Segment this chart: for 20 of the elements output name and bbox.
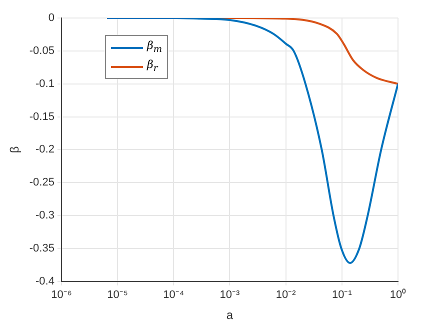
x-tick-label: 10⁻⁴ xyxy=(163,289,184,302)
y-tick-label: -0.3 xyxy=(36,210,54,222)
x-tick-label: 10⁻⁶ xyxy=(51,289,72,302)
y-tick-label: -0.05 xyxy=(29,44,54,57)
x-tick-label: 10⁻² xyxy=(276,289,296,302)
y-tick-label: -0.15 xyxy=(29,110,54,123)
y-tick-label: -0.25 xyxy=(29,176,54,189)
legend-label: β$_{m}$ xyxy=(147,38,162,58)
x-tick-label: 10⁻³ xyxy=(220,289,240,302)
y-tick-label: -0.2 xyxy=(36,144,54,156)
x-tick-label: 10⁰ xyxy=(390,288,406,302)
y-axis-title: β xyxy=(8,146,22,154)
y-tick-label: -0.35 xyxy=(29,242,54,255)
x-tick-label: 10⁻⁵ xyxy=(107,289,128,302)
y-tick-label: -0.1 xyxy=(36,78,54,90)
x-axis-title: a xyxy=(226,308,234,322)
y-tick-label: -0.4 xyxy=(36,275,54,288)
y-tick-label: 0 xyxy=(48,12,54,24)
legend-label: β$_{r}$ xyxy=(147,57,158,76)
x-tick-label: 10⁻¹ xyxy=(332,289,352,302)
